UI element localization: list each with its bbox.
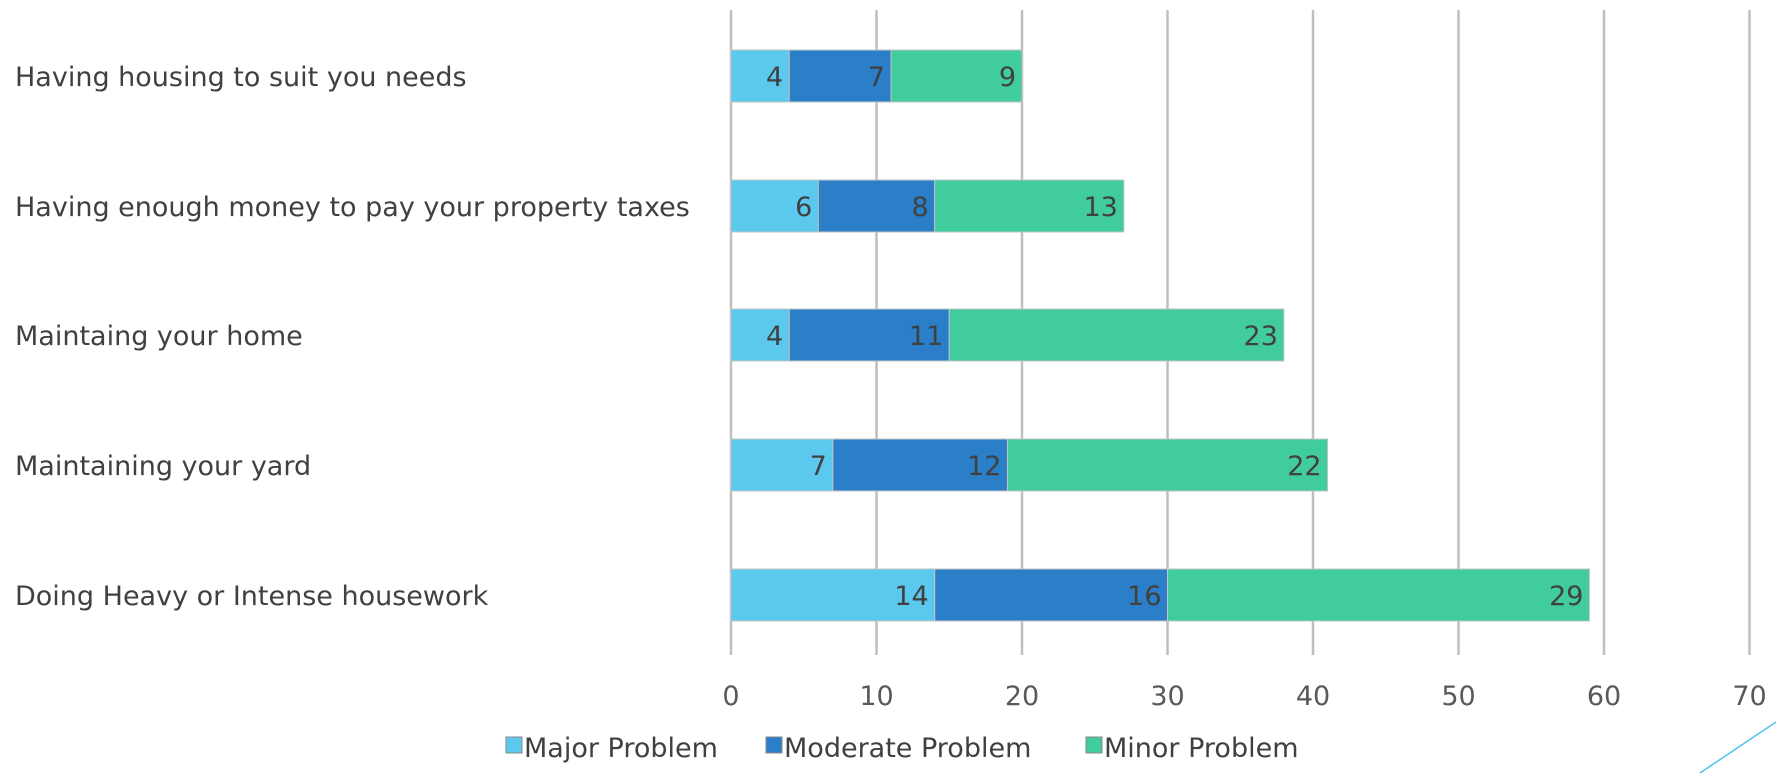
bar-segment: [948, 308, 1285, 362]
x-tick-label: 0: [722, 681, 739, 712]
bar-segment: [788, 308, 950, 362]
data-label: 12: [967, 451, 1001, 482]
category-label: Having enough money to pay your property…: [15, 192, 690, 223]
x-tick-label: 70: [1732, 681, 1766, 712]
legend-swatch: [1085, 736, 1103, 754]
bar-segment: [934, 179, 1125, 233]
legend-label: Moderate Problem: [784, 733, 1031, 764]
bar-segment: [730, 49, 790, 103]
data-label: 29: [1549, 581, 1583, 612]
x-tick-label: 20: [1005, 681, 1039, 712]
bar-segment: [934, 568, 1169, 622]
data-label: 11: [909, 321, 943, 352]
category-label: Doing Heavy or Intense housework: [15, 581, 489, 612]
x-axis-tick-layer: 0 10 20 30 40 50 60 70: [722, 681, 1766, 712]
category-label-layer: Having housing to suit you needs Having e…: [15, 62, 690, 612]
data-label: 14: [894, 581, 928, 612]
category-label: Maintaining your yard: [15, 451, 311, 482]
data-label: 16: [1127, 581, 1161, 612]
bar-segment: [730, 308, 790, 362]
data-label: 13: [1083, 192, 1117, 223]
x-tick-label: 40: [1296, 681, 1330, 712]
bar-segment: [788, 49, 892, 103]
data-label: 4: [766, 321, 783, 352]
legend-label: Minor Problem: [1104, 733, 1299, 764]
data-label: 23: [1244, 321, 1278, 352]
bar-segment: [1006, 438, 1329, 492]
data-label: 4: [766, 62, 783, 93]
legend-label: Major Problem: [524, 733, 718, 764]
bar-segment: [730, 568, 936, 622]
legend: Major Problem Moderate Problem Minor Probl…: [505, 733, 1299, 764]
legend-swatch: [765, 736, 783, 754]
data-label: 6: [795, 192, 812, 223]
bar-segment: [890, 49, 1023, 103]
data-label: 7: [810, 451, 827, 482]
data-label: 22: [1287, 451, 1321, 482]
slide-corner-decoration-line: [1699, 721, 1776, 774]
x-tick-label: 10: [859, 681, 893, 712]
x-tick-label: 60: [1587, 681, 1621, 712]
data-label: 9: [999, 62, 1016, 93]
data-label: 8: [912, 192, 929, 223]
x-tick-label: 30: [1150, 681, 1184, 712]
legend-swatch: [505, 736, 523, 754]
x-tick-label: 50: [1441, 681, 1475, 712]
bar-layer: 4 7 9 6 8 13 4 11 23 7 12 22 14 16 29: [730, 49, 1590, 622]
bar-segment: [1167, 568, 1590, 622]
bar-segment: [730, 438, 834, 492]
category-label: Having housing to suit you needs: [15, 62, 467, 93]
category-label: Maintaing your home: [15, 321, 303, 352]
data-label: 7: [868, 62, 885, 93]
